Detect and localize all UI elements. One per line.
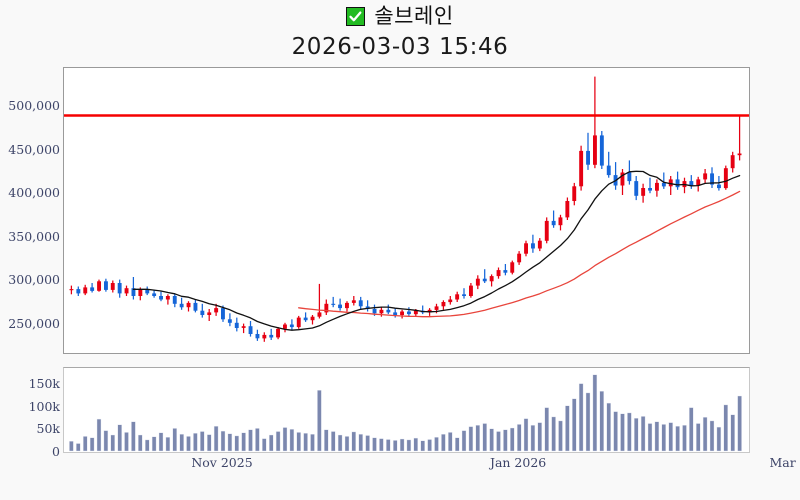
time-axis-tick: Nov 2025 — [191, 455, 253, 470]
chart-header: 솔브레인 2026-03-03 15:46 — [0, 0, 800, 60]
green-check-icon — [346, 6, 366, 26]
price-y-axis: 500,000 450,000 400,000 350,000 300,000 250,0… — [0, 67, 60, 354]
price-axis-tick: 450,000 — [8, 141, 60, 157]
volume-axis-tick: 0 — [52, 444, 60, 459]
price-axis-tick: 350,000 — [8, 228, 60, 244]
price-chart-panel[interactable] — [63, 67, 750, 354]
volume-chart-svg — [69, 374, 742, 452]
volume-chart-panel[interactable] — [63, 367, 750, 453]
price-axis-tick: 300,000 — [8, 272, 60, 288]
page-title: 솔브레인 — [374, 4, 454, 28]
volume-axis-tick: 100k — [28, 398, 60, 414]
price-axis-tick: 500,000 — [8, 98, 60, 114]
price-axis-tick: 400,000 — [8, 185, 60, 201]
volume-y-axis: 150k 100k 50k 0 — [0, 367, 60, 459]
time-x-axis: Nov 2025 Jan 2026 Mar 2026 — [63, 455, 800, 477]
title-row: 솔브레인 — [0, 1, 800, 31]
volume-axis-tick: 150k — [28, 375, 60, 391]
price-axis-tick: 250,000 — [8, 315, 60, 331]
price-chart-svg — [64, 76, 749, 342]
time-axis-tick: Jan 2026 — [489, 455, 547, 470]
time-axis-tick: Mar 2026 — [769, 455, 800, 470]
volume-axis-tick: 50k — [36, 421, 60, 437]
timestamp-label: 2026-03-03 15:46 — [291, 34, 509, 60]
